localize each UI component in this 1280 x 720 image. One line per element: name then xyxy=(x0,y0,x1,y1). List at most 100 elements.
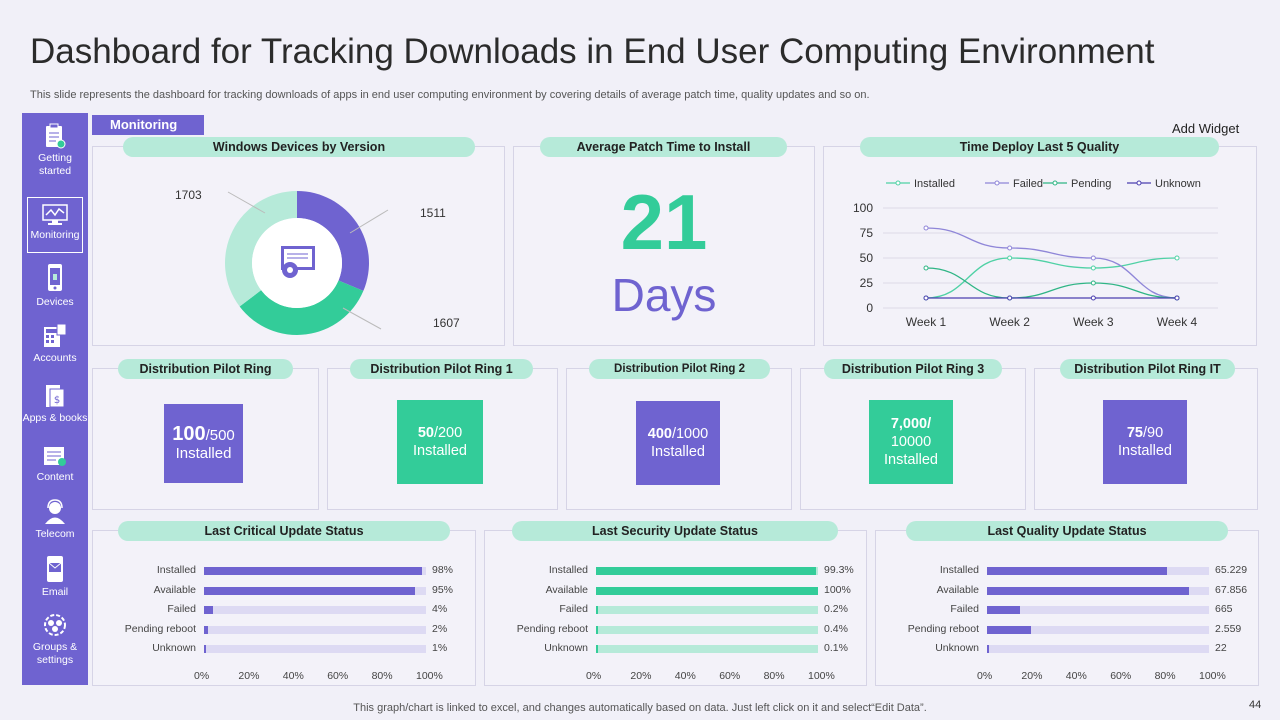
patch-time-unit: Days xyxy=(611,269,717,321)
books-icon: $ xyxy=(46,385,65,408)
sidebar-item-getting-started[interactable]: Getting started xyxy=(22,123,88,178)
bar-value-label: 99.3% xyxy=(824,564,854,576)
ring-stat-box: 100/500 Installed xyxy=(164,404,243,483)
ring-den: 10000 xyxy=(890,434,932,450)
footer-note: This graph/chart is linked to excel, and… xyxy=(353,702,927,714)
sidebar-item-devices[interactable]: Devices xyxy=(22,263,88,309)
monitor-gear-icon xyxy=(281,246,315,278)
line-series xyxy=(923,225,1180,301)
x-tick-label: 60% xyxy=(1110,669,1132,682)
bar-unknown xyxy=(204,645,207,653)
sidebar-item-label: Groups & settings xyxy=(32,641,78,666)
ring-installed: Installed xyxy=(1117,443,1172,459)
sidebar-item-monitoring[interactable]: Monitoring xyxy=(27,197,83,253)
bar-pending-reboot xyxy=(204,625,209,634)
bar-value-label: 0.2% xyxy=(824,603,848,615)
sidebar-item-label: Getting started xyxy=(38,152,72,177)
donut-slice-1511 xyxy=(297,191,369,291)
donut-slice-1607 xyxy=(239,280,364,335)
donut-slices xyxy=(225,191,369,335)
bar-failed xyxy=(204,606,213,614)
x-tick-label: Week 2 xyxy=(989,315,1030,329)
series-point xyxy=(923,225,929,231)
series-point xyxy=(1007,245,1013,251)
ring-num: 7,000/ xyxy=(890,416,932,432)
x-tick-label: 100% xyxy=(1199,669,1226,682)
x-tick-label: 20% xyxy=(238,669,260,682)
sidebar-item-accounts[interactable]: Accounts xyxy=(22,323,88,365)
critical-update-title: Last Critical Update Status xyxy=(118,521,450,541)
bar-category-label: Failed xyxy=(559,603,588,615)
sidebar-item-groups-settings[interactable]: Groups & settings xyxy=(22,612,88,667)
x-tick-label: 0% xyxy=(194,669,210,682)
x-tick-label: Week 3 xyxy=(1073,315,1114,329)
security-update-title: Last Security Update Status xyxy=(512,521,838,541)
series-point xyxy=(923,265,929,271)
series-point xyxy=(1174,295,1180,301)
bar-installed xyxy=(204,567,422,575)
ring-title: Distribution Pilot Ring 1 xyxy=(350,359,533,379)
series-point xyxy=(1090,255,1096,261)
add-widget-button[interactable]: Add Widget xyxy=(1172,121,1240,136)
bar-category-label: Installed xyxy=(548,564,588,576)
x-tick-label: 80% xyxy=(371,669,393,682)
x-tick-label: 40% xyxy=(282,669,304,682)
x-tick-label: 60% xyxy=(719,669,741,682)
bar-category-label: Available xyxy=(936,583,979,596)
ring-num: 50 xyxy=(417,425,434,441)
patch-time-value: 21 xyxy=(620,178,708,266)
y-tick-label: 25 xyxy=(860,276,874,290)
y-tick-label: 0 xyxy=(866,301,873,315)
sidebar-item-telecom[interactable]: Telecom xyxy=(22,499,88,541)
bar-value-label: 4% xyxy=(432,603,448,615)
sidebar-item-apps-books[interactable]: $ Apps & books xyxy=(22,383,88,425)
bar-category-label: Failed xyxy=(167,603,196,615)
bar-value-label: 100% xyxy=(824,583,851,596)
series-point xyxy=(1090,265,1096,271)
x-tick-label: 80% xyxy=(1154,669,1176,682)
x-tick-label: 40% xyxy=(1065,669,1087,682)
calculator-icon xyxy=(44,323,67,347)
bar-chart-security: Installed 99.3% Available 100% Failed 0.2% Pen… xyxy=(484,556,867,684)
patch-time-title: Average Patch Time to Install xyxy=(540,137,787,157)
bar-track xyxy=(987,606,1209,614)
sidebar-item-email[interactable]: Email xyxy=(22,555,88,599)
y-tick-label: 75 xyxy=(860,226,874,240)
bar-value-label: 22 xyxy=(1215,642,1227,654)
monitor-chart-icon xyxy=(42,204,68,225)
ring-den: /500 xyxy=(205,426,235,444)
series-point xyxy=(1090,295,1096,301)
bar-value-label: 2% xyxy=(432,622,448,635)
bar-installed xyxy=(987,567,1167,575)
line-legend: Installed Failed Pending Unknown xyxy=(886,178,1201,190)
x-tick-label: 100% xyxy=(808,669,835,682)
headset-user-icon xyxy=(45,499,65,524)
ring-title: Distribution Pilot Ring IT xyxy=(1060,359,1235,379)
sidebar-item-label: Accounts xyxy=(33,352,77,364)
y-tick-label: 50 xyxy=(860,251,874,265)
legend-label: Installed xyxy=(914,178,955,190)
ring-installed: Installed xyxy=(412,443,467,459)
bar-track xyxy=(204,625,426,634)
series-point xyxy=(1090,280,1096,286)
series-line-failed xyxy=(925,227,1178,299)
series-point xyxy=(1007,295,1013,301)
bar-failed xyxy=(596,606,598,614)
bar-installed xyxy=(596,567,817,575)
bar-category-label: Available xyxy=(545,583,588,596)
sidebar-item-content[interactable]: Content xyxy=(22,446,88,484)
x-tick-label: 0% xyxy=(977,669,993,682)
bar-chart-critical: Installed 98% Available 95% Failed 4% Pending … xyxy=(92,556,476,684)
sidebar-item-label: Email xyxy=(41,586,69,598)
x-tick-label: 0% xyxy=(586,669,602,682)
x-tick-label: 20% xyxy=(630,669,652,682)
bar-chart-quality: Installed 65.229 Available 67.856 Failed 665 P… xyxy=(875,556,1259,684)
x-tick-label: 20% xyxy=(1021,669,1043,682)
leader-line-1607 xyxy=(342,307,382,330)
series-point xyxy=(923,295,929,301)
page-title: Dashboard for Tracking Downloads in End … xyxy=(30,32,1155,71)
sidebar-item-label: Devices xyxy=(36,296,74,308)
sidebar-item-label: Telecom xyxy=(35,528,75,540)
series-point xyxy=(1007,255,1013,261)
bar-category-label: Installed xyxy=(156,564,196,576)
